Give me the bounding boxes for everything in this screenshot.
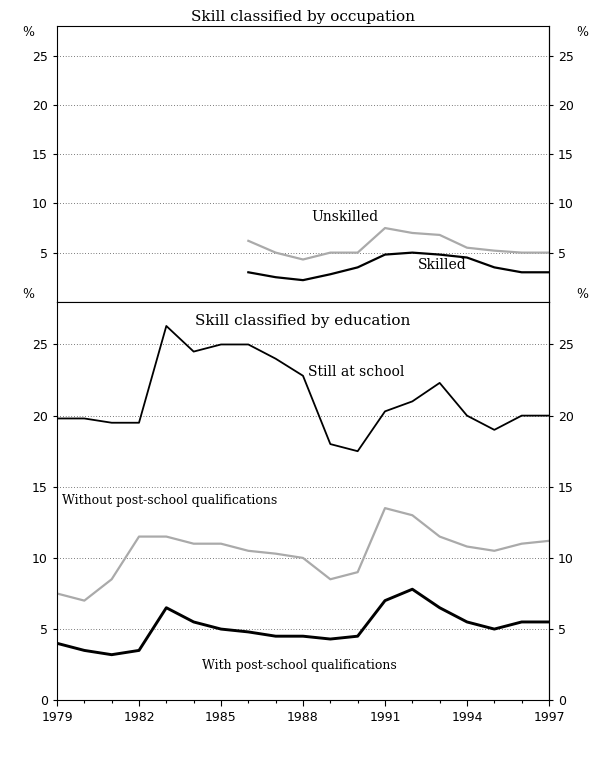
Text: Unskilled: Unskilled xyxy=(311,210,379,224)
Text: Without post-school qualifications: Without post-school qualifications xyxy=(62,494,278,507)
Text: %: % xyxy=(23,288,35,301)
Text: %: % xyxy=(576,288,588,301)
Text: Skilled: Skilled xyxy=(418,258,467,273)
Text: Skill classified by education: Skill classified by education xyxy=(196,313,410,328)
Title: Skill classified by occupation: Skill classified by occupation xyxy=(191,10,415,24)
Text: With post-school qualifications: With post-school qualifications xyxy=(202,659,397,672)
Text: %: % xyxy=(576,26,588,39)
Text: Still at school: Still at school xyxy=(308,365,405,378)
Text: %: % xyxy=(23,26,35,39)
